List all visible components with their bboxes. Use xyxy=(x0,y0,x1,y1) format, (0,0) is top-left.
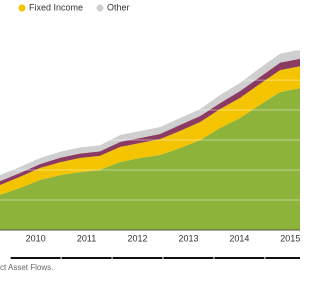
x-tick-label: 2011 xyxy=(77,233,96,243)
legend-swatch xyxy=(18,4,26,12)
x-tick-label: 2013 xyxy=(178,233,198,243)
legend-label: Other xyxy=(107,2,130,12)
source-note: ct Asset Flows. xyxy=(0,263,53,272)
legend-swatch xyxy=(96,4,104,12)
legend-label: Fixed Income xyxy=(29,2,83,12)
x-tick-label: 2010 xyxy=(26,233,46,243)
x-tick-label: 2014 xyxy=(229,233,249,243)
area xyxy=(0,49,300,182)
x-tick-label: 2015 xyxy=(280,233,300,243)
chart: ct Asset Flows. 2010 2011 2012 2013 2014 2015… xyxy=(0,2,300,272)
x-tick-label: 2012 xyxy=(128,233,148,243)
area xyxy=(0,58,300,186)
area xyxy=(0,88,300,230)
area xyxy=(0,66,300,195)
